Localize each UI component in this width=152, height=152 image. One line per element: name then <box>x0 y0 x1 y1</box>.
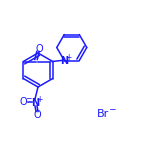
Text: N: N <box>60 55 68 66</box>
Text: +: + <box>65 52 71 62</box>
Text: O: O <box>33 110 41 120</box>
Text: Br: Br <box>97 109 109 119</box>
Text: +: + <box>36 95 42 104</box>
Text: −: − <box>25 94 31 103</box>
Text: O: O <box>20 97 27 107</box>
Text: −: − <box>108 105 116 114</box>
Text: N: N <box>31 98 39 108</box>
Text: O: O <box>35 43 43 54</box>
